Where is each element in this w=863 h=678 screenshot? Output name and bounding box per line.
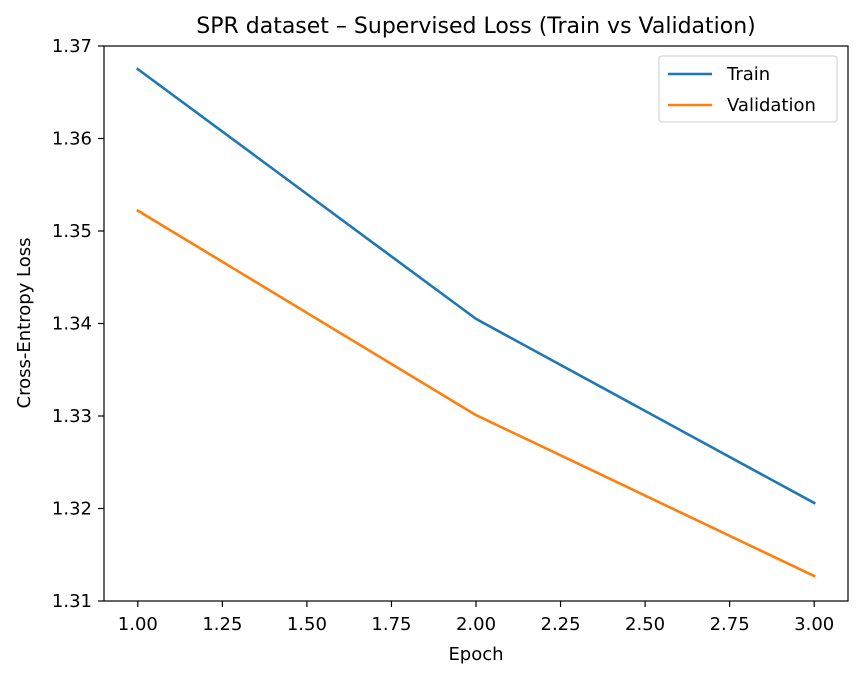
series-line-validation	[136, 208, 816, 578]
y-tick-label: 1.33	[52, 406, 92, 427]
x-tick-label: 2.50	[625, 614, 665, 635]
y-axis: 1.31 1.32 1.33 1.34 1.35 1.36 1.37	[52, 36, 104, 612]
x-tick-label: 2.75	[710, 614, 750, 635]
y-tick-label: 1.31	[52, 591, 92, 612]
y-tick-label: 1.36	[52, 129, 92, 150]
y-tick-label: 1.32	[52, 499, 92, 520]
chart-title: SPR dataset – Supervised Loss (Train vs …	[196, 14, 756, 39]
y-tick-label: 1.34	[52, 314, 92, 335]
x-tick-label: 2.00	[456, 614, 496, 635]
x-axis: 1.00 1.25 1.50 1.75 2.00 2.25 2.50 2.75 3.00	[118, 601, 834, 635]
x-axis-label: Epoch	[448, 644, 503, 665]
x-tick-label: 1.75	[371, 614, 411, 635]
y-axis-label: Cross-Entropy Loss	[14, 238, 35, 409]
x-tick-label: 1.50	[287, 614, 327, 635]
legend-label-train: Train	[726, 64, 770, 85]
plot-frame	[103, 45, 849, 602]
x-tick-label: 1.00	[118, 614, 158, 635]
x-tick-label: 2.25	[541, 614, 581, 635]
y-tick-label: 1.35	[52, 221, 92, 242]
x-tick-label: 3.00	[794, 614, 834, 635]
x-tick-label: 1.25	[202, 614, 242, 635]
legend-label-validation: Validation	[727, 95, 816, 116]
plot-lines	[136, 67, 816, 578]
legend: Train Validation	[658, 55, 838, 123]
y-tick-label: 1.37	[52, 36, 92, 57]
series-line-train	[136, 67, 816, 505]
